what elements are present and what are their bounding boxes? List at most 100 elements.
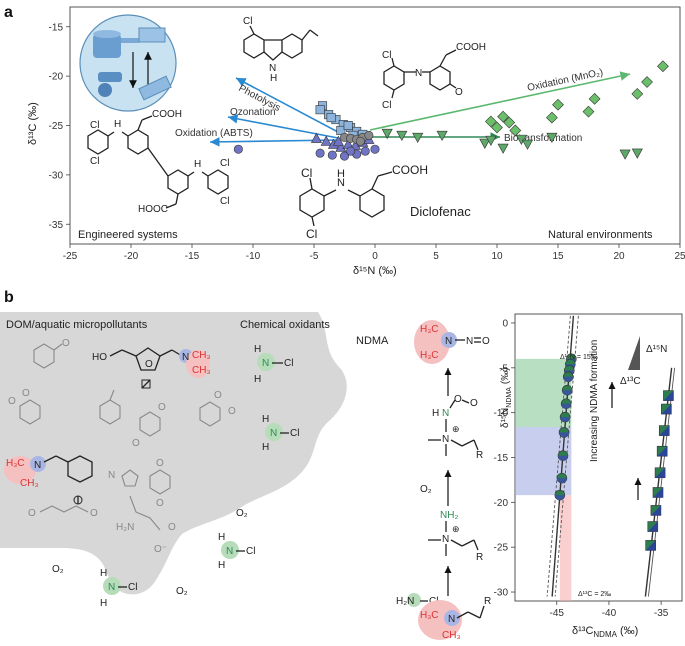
dimer-nh-1: H [114, 119, 121, 130]
chloramine-1-n: N [262, 358, 269, 369]
ndma-o: O [482, 336, 490, 347]
dimer-cl-2: Cl [90, 156, 99, 167]
panel-b-ylabel-unit: (‰) [500, 367, 511, 384]
data-point-triangle-down [436, 130, 448, 142]
int1-o1: O [454, 394, 462, 405]
panel-b-axes: -45 -40 -35 0 -5 -10 -15 -20 -25 -30 Δ¹⁵N = 15‰ Δ… [494, 313, 683, 619]
diclofenac-label: Diclofenac [410, 204, 471, 219]
chloramine-1-cl: Cl [284, 358, 293, 369]
basin-icon [138, 27, 166, 43]
data-point-circle [346, 146, 356, 156]
data-point-half-overlay [563, 376, 574, 382]
chloramine-3-h2: H [218, 560, 225, 571]
chloramine-4: H N Cl H [100, 568, 137, 609]
furan-box-icon [141, 379, 151, 389]
background-micropollutants: O O O O O O O O O N H₂N O O⁻ O O [8, 338, 236, 555]
amine-r: R [484, 596, 491, 607]
mno2-label: Oxidation (MnO₂) [526, 67, 604, 94]
chloramine-2-cl: Cl [290, 428, 299, 439]
data-point-half-overlay [645, 540, 656, 551]
quinone-o-1: O [8, 396, 16, 407]
y-tick-label: -20 [494, 498, 509, 509]
panel-b-ylabel-sub: NDMA [506, 387, 513, 408]
chloramine-4-h2: H [100, 598, 107, 609]
ndma-n2: N [466, 336, 473, 347]
data-point-triangle-up [332, 135, 344, 146]
x-tick-label: 10 [491, 251, 503, 262]
lamp-icon [98, 72, 122, 82]
dimer-nh-2: H [194, 159, 201, 170]
ndma-h3c-2: H₃C [420, 350, 439, 361]
furan-ho: HO [92, 352, 107, 363]
n-annotation: Δ¹⁵N = 15‰ [560, 354, 598, 361]
data-point-half-overlay [652, 487, 663, 498]
furan-ch3-1: CH₃ [192, 350, 211, 361]
diclofenac-cooh: COOH [392, 163, 428, 177]
data-point-half-overlay [556, 478, 567, 484]
catechol-oh-2: O [228, 406, 236, 417]
diclofenac-cl-top: Cl [301, 166, 312, 180]
chloramine-3-h1: H [218, 532, 225, 543]
data-point-square [343, 121, 353, 131]
int2-plus: ⊕ [452, 524, 460, 534]
data-point-diamond [588, 92, 601, 105]
data-point-triangle-down [521, 139, 534, 150]
c-arrow-label: Δ¹³C [620, 376, 641, 387]
data-point-triangle-down [497, 143, 509, 154]
bda-ch3-highlight [4, 456, 36, 484]
phenol-o: O [62, 338, 70, 349]
data-point-square [336, 125, 346, 135]
carbazole-cl: Cl [243, 16, 252, 27]
ozonation-arrow [227, 114, 339, 139]
tank-icon [93, 34, 121, 58]
dial-o-2: O [90, 508, 98, 519]
data-point-triangle-down [515, 134, 527, 145]
dimer-cl-3: Cl [220, 158, 229, 169]
y-tick-label: -25 [49, 121, 64, 132]
panel-a-ylabel: δ¹³C (‰) [27, 102, 39, 145]
carbazole-structure: Cl N H [243, 16, 319, 84]
photolysis-arrow [235, 77, 339, 133]
catechol-oh-1: O [214, 390, 222, 401]
ndma-n-highlight [441, 332, 457, 348]
x-tick-label: -35 [654, 608, 669, 619]
data-point-half-overlay [647, 521, 658, 532]
furan-amine-structure: HO O N CH₃ CH₃ [92, 347, 211, 389]
int1-h: H [432, 408, 439, 419]
chloramine-4-cl: Cl [128, 582, 137, 593]
int1-plus: ⊕ [452, 424, 460, 434]
dome-icon [98, 83, 112, 97]
n-arrow-label: Δ¹⁵N [646, 344, 667, 355]
amine-h3c: H₃C [420, 610, 439, 621]
c-shift-shade [559, 495, 572, 601]
int2-nh2: NH₂ [440, 510, 458, 521]
panel-b-letter: b [4, 289, 14, 306]
data-point-diamond [631, 88, 644, 100]
data-point-diamond [546, 111, 558, 124]
data-point-diamond [582, 105, 595, 118]
data-point-circle [355, 136, 365, 146]
data-point-square [326, 113, 336, 123]
histidine-o: O [168, 522, 176, 533]
data-point-half-overlay [554, 495, 565, 501]
ndma-mechanism: NDMA H₃C H₃C N N O H N O O N ⊕ R O₂ NH₂ … [356, 320, 491, 641]
quinone-imine-structure: Cl Cl N O COOH [382, 42, 486, 111]
dimer-hooc: HOOC [138, 204, 168, 215]
x-tick-label: -20 [124, 251, 139, 262]
int2-r: R [476, 552, 483, 563]
bda-n: N [34, 460, 41, 471]
dimer-cl-1: Cl [90, 120, 99, 131]
y-tick-label: -35 [49, 220, 64, 231]
panel-b-xlabel-unit: (‰) [620, 625, 638, 637]
x-tick-label: -25 [63, 251, 78, 262]
diclofenac-h: H [337, 168, 345, 180]
x-tick-label: -40 [602, 608, 617, 619]
data-point-triangle-down [381, 128, 393, 140]
histidine-o-minus: O⁻ [154, 544, 167, 555]
x-tick-label: -45 [550, 608, 565, 619]
panel-b-ylabel-main: δ¹⁵N [500, 408, 511, 428]
histidine-h2n: H₂N [116, 522, 134, 533]
chloramine-3-cl: Cl [246, 546, 255, 557]
diclofenac-structure: Cl Cl N H COOH Diclofenac [299, 163, 471, 241]
data-point-half-overlay [560, 417, 571, 423]
